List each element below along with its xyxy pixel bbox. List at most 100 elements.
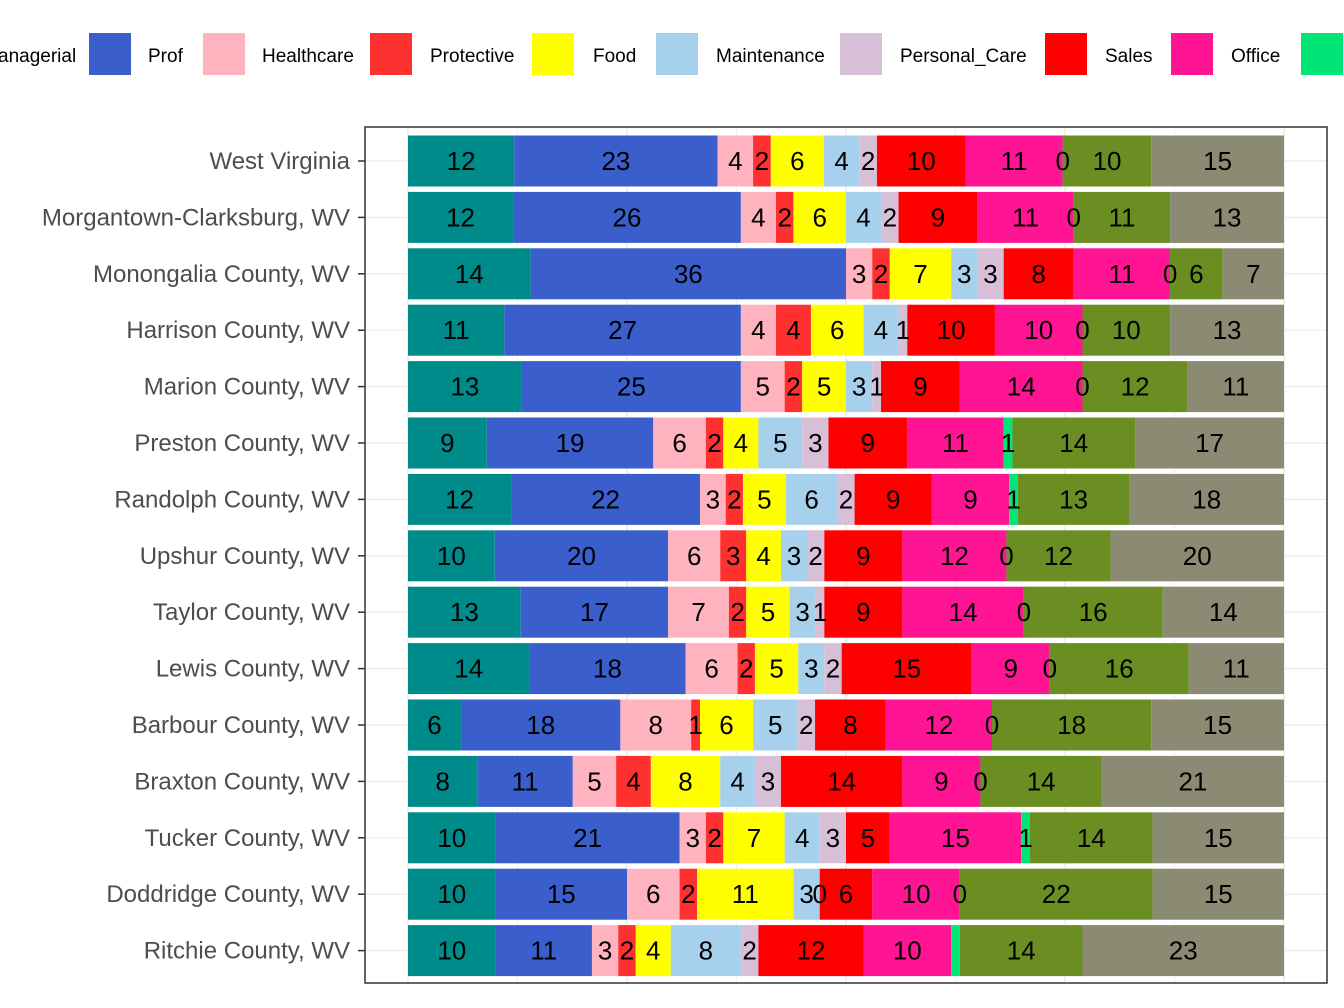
bar-segment: [846, 361, 873, 413]
bar-value-label: 14: [1027, 766, 1056, 796]
legend-label: Sales: [1105, 46, 1153, 67]
bar-value-label: 12: [940, 541, 969, 571]
legend-item: Protective: [370, 33, 514, 75]
bar-value-label: 5: [861, 823, 875, 853]
bar-segment: [859, 135, 877, 187]
bar-value-label: 1: [896, 315, 910, 345]
bar-value-label: 2: [839, 484, 853, 514]
bar-segment: [770, 135, 824, 187]
bar-segment: [1151, 699, 1284, 751]
bar-value-label: 3: [761, 766, 775, 796]
bar-value-label: 5: [773, 428, 787, 458]
bar-value-label: 6: [1189, 259, 1203, 289]
bar-value-label: 4: [751, 202, 765, 232]
bar-row: 14 36 3 2 7 3 3 8 11 0 6 7: [408, 248, 1284, 300]
bar-segment: [846, 812, 890, 864]
y-tick-label: Ritchie County, WV: [144, 938, 350, 965]
bar-segment: [959, 868, 1153, 920]
bar-segment: [408, 868, 496, 920]
bar-segment: [705, 417, 724, 469]
bar-value-label: 6: [719, 710, 733, 740]
bar-segment: [815, 586, 825, 638]
bar-segment: [746, 586, 790, 638]
bar-value-label: 3: [795, 597, 809, 627]
bar-segment: [907, 304, 995, 356]
bar-value-label: 5: [756, 372, 770, 402]
bar-row: 11 27 4 4 6 4 1 10 10 0 10 13: [408, 304, 1284, 356]
bar-segment: [802, 417, 829, 469]
bar-segment: [824, 643, 842, 695]
bar-segment: [1152, 812, 1284, 864]
bar-value-label: 10: [893, 936, 922, 966]
bar-segment: [408, 812, 496, 864]
bar-segment: [408, 699, 462, 751]
legend-label: Healthcare: [262, 46, 354, 67]
bar-value-label: 5: [769, 654, 783, 684]
bar-segment: [898, 191, 978, 243]
bar-segment: [1152, 868, 1284, 920]
bar-value-label: 9: [913, 372, 927, 402]
bar-segment: [784, 361, 803, 413]
bar-segment: [931, 473, 1010, 525]
bar-value-label: 13: [1059, 484, 1088, 514]
bar-segment: [753, 135, 771, 187]
bar-value-label: 15: [1204, 823, 1233, 853]
bar-value-label: 14: [454, 654, 483, 684]
bar-value-label: 7: [691, 597, 705, 627]
bar-segment: [1187, 361, 1284, 413]
bar-value-label: 21: [1178, 766, 1207, 796]
legend-label: Protective: [430, 46, 514, 67]
bar-value-label: 1: [1006, 484, 1020, 514]
bar-segment: [872, 868, 960, 920]
bar-segment: [720, 530, 747, 582]
bar-segment: [691, 699, 700, 751]
bar-value-label: 4: [734, 428, 748, 458]
bar-value-label: 12: [447, 146, 476, 176]
bar-segment: [1170, 304, 1284, 356]
bar-value-label: 11: [1223, 654, 1250, 684]
bar-value-label: 15: [547, 879, 576, 909]
bar-value-label: 3: [787, 541, 801, 571]
bar-value-label: 7: [913, 259, 927, 289]
bar-value-label: 1: [688, 710, 702, 740]
bar-segment: [717, 135, 754, 187]
bar-row: 6 18 8 1 6 5 2 8 12 0 18 15: [408, 699, 1284, 751]
bar-segment: [740, 925, 759, 977]
bar-segment: [408, 925, 496, 977]
bar-value-label: 10: [437, 541, 466, 571]
bar-segment: [685, 643, 738, 695]
bar-value-label: 6: [687, 541, 701, 571]
legend-item: Sales: [1045, 33, 1153, 75]
bar-segment: [889, 248, 952, 300]
bar-segment: [754, 643, 799, 695]
legend-item: anagerial: [0, 46, 76, 67]
bar-value-label: 3: [726, 541, 740, 571]
bar-value-label: 3: [598, 936, 612, 966]
bar-value-label: 14: [1007, 372, 1036, 402]
bar-segment: [872, 248, 890, 300]
bar-segment: [1021, 812, 1030, 864]
bar-value-label: 11: [530, 936, 557, 966]
bar-value-label: 17: [1195, 428, 1224, 458]
bar-value-label: 15: [1204, 879, 1233, 909]
bar-segment: [740, 304, 776, 356]
bar-value-label: 8: [435, 766, 449, 796]
bar-value-label: 7: [1246, 259, 1260, 289]
bar-segment: [881, 361, 960, 413]
bar-value-label: 16: [1105, 654, 1134, 684]
bar-value-label: 16: [1079, 597, 1108, 627]
bar-segment: [572, 755, 617, 807]
bar-value-label: 10: [1093, 146, 1122, 176]
bar-value-label: 11: [1108, 259, 1135, 289]
bar-segment: [1003, 417, 1013, 469]
bar-value-label: 2: [739, 654, 753, 684]
chart-legend: anagerial Prof Healthcare Protective Food Mai…: [0, 33, 1343, 75]
bar-segment: [754, 755, 781, 807]
legend-label: Personal_Care: [900, 46, 1027, 67]
bar-value-label: 0: [1043, 654, 1057, 684]
bar-value-label: 12: [445, 484, 474, 514]
bar-value-label: 9: [886, 484, 900, 514]
bar-value-label: 15: [1203, 710, 1232, 740]
bar-value-label: 3: [808, 428, 822, 458]
